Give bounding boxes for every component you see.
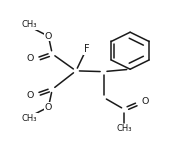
Text: O: O [27, 91, 34, 100]
Text: CH₃: CH₃ [22, 20, 37, 29]
Text: O: O [45, 103, 52, 112]
Text: F: F [84, 44, 89, 54]
Text: CH₃: CH₃ [22, 114, 37, 123]
Text: CH₃: CH₃ [117, 124, 132, 133]
Text: O: O [45, 32, 52, 41]
Text: O: O [27, 54, 34, 63]
Text: O: O [142, 97, 149, 106]
